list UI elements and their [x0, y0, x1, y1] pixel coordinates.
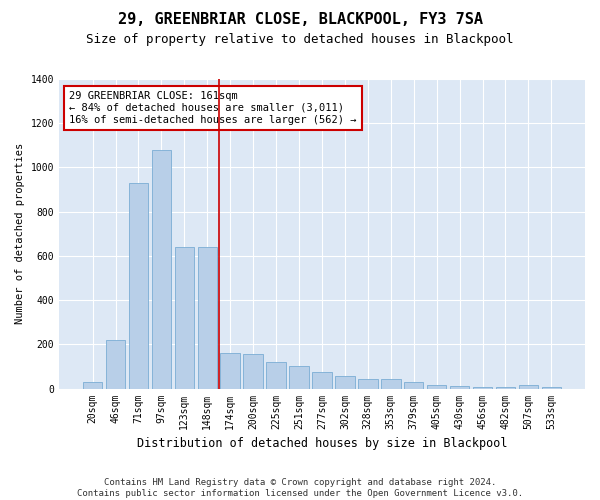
Bar: [358, 378, 377, 388]
Bar: [175, 247, 194, 388]
Bar: [197, 247, 217, 388]
Text: 29 GREENBRIAR CLOSE: 161sqm
← 84% of detached houses are smaller (3,011)
16% of : 29 GREENBRIAR CLOSE: 161sqm ← 84% of det…: [70, 92, 357, 124]
Bar: [266, 362, 286, 388]
Bar: [518, 384, 538, 388]
Bar: [312, 372, 332, 388]
Bar: [450, 386, 469, 388]
Bar: [244, 354, 263, 388]
Bar: [289, 366, 309, 388]
Bar: [83, 382, 103, 388]
Text: Contains HM Land Registry data © Crown copyright and database right 2024.
Contai: Contains HM Land Registry data © Crown c…: [77, 478, 523, 498]
Bar: [152, 150, 171, 388]
Bar: [335, 376, 355, 388]
Text: 29, GREENBRIAR CLOSE, BLACKPOOL, FY3 7SA: 29, GREENBRIAR CLOSE, BLACKPOOL, FY3 7SA: [118, 12, 482, 28]
Text: Size of property relative to detached houses in Blackpool: Size of property relative to detached ho…: [86, 32, 514, 46]
Bar: [220, 353, 240, 388]
Bar: [129, 183, 148, 388]
Y-axis label: Number of detached properties: Number of detached properties: [15, 143, 25, 324]
X-axis label: Distribution of detached houses by size in Blackpool: Distribution of detached houses by size …: [137, 437, 507, 450]
Bar: [381, 378, 401, 388]
Bar: [427, 385, 446, 388]
Bar: [106, 340, 125, 388]
Bar: [404, 382, 424, 388]
